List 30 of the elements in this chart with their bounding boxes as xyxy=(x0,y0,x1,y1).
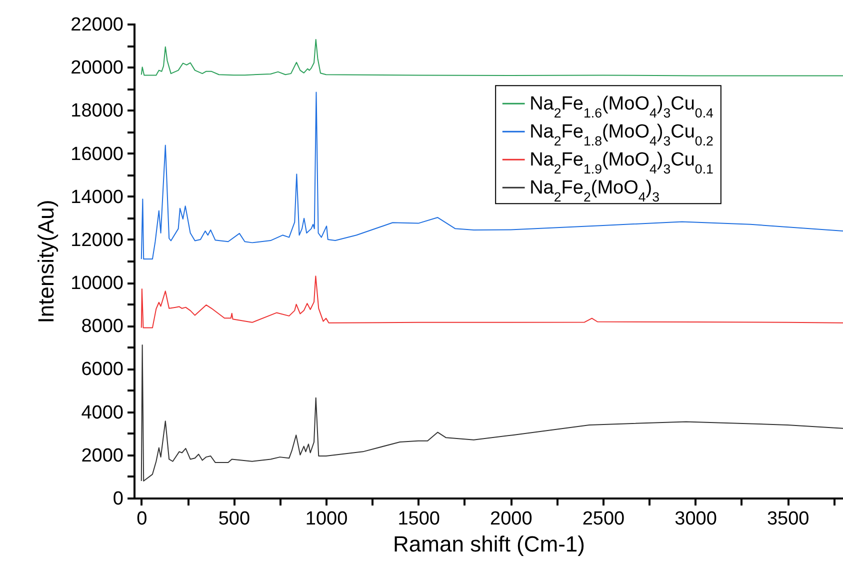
x-tick-label: 0 xyxy=(136,508,148,530)
x-tick-label: 1500 xyxy=(398,508,440,530)
line-series xyxy=(140,344,843,482)
y-tick-label: 10000 xyxy=(70,273,124,294)
x-tick-label: 2000 xyxy=(490,508,532,530)
y-tick-label: 16000 xyxy=(70,144,124,165)
x-axis-title: Raman shift (Cm-1) xyxy=(393,532,585,556)
legend-label: Na$_{2}$Fe$_{2}$(MoO$_{4}$)$_{3}$ xyxy=(530,178,660,204)
line-series xyxy=(140,276,843,328)
y-tick-label: 14000 xyxy=(70,186,124,208)
line-series xyxy=(140,39,843,76)
y-tick-label: 0 xyxy=(112,488,124,510)
y-tick-label: 12000 xyxy=(70,230,124,251)
line-series xyxy=(140,92,843,260)
x-tick-label: 3000 xyxy=(674,508,717,530)
x-tick-label: 500 xyxy=(218,508,250,530)
y-tick-label: 4000 xyxy=(81,402,124,424)
x-tick-label: 1000 xyxy=(305,508,348,530)
text: Na$_{2}$Fe$_{1.9}$(MoO$_{4}$)$_{3}$Cu$_{0.1}$ xyxy=(530,150,714,176)
y-tick-label: 22000 xyxy=(70,14,124,36)
y-tick-label: 20000 xyxy=(70,58,124,79)
x-tick-label: 2500 xyxy=(582,508,625,530)
y-tick-label: 2000 xyxy=(81,445,124,466)
y-tick-label: 18000 xyxy=(70,100,124,122)
x-tick-label: 3500 xyxy=(766,508,810,530)
y-tick-label: 6000 xyxy=(81,359,124,380)
text: Na$_{2}$Fe$_{1.8}$(MoO$_{4}$)$_{3}$Cu$_{0.2}$ xyxy=(530,122,714,148)
text: Na$_{2}$Fe$_{1.6}$(MoO$_{4}$)$_{3}$Cu$_{0.4}$ xyxy=(530,94,714,120)
y-tick-label: 8000 xyxy=(81,316,124,338)
y-axis-title: Intensity(Au) xyxy=(34,200,59,324)
